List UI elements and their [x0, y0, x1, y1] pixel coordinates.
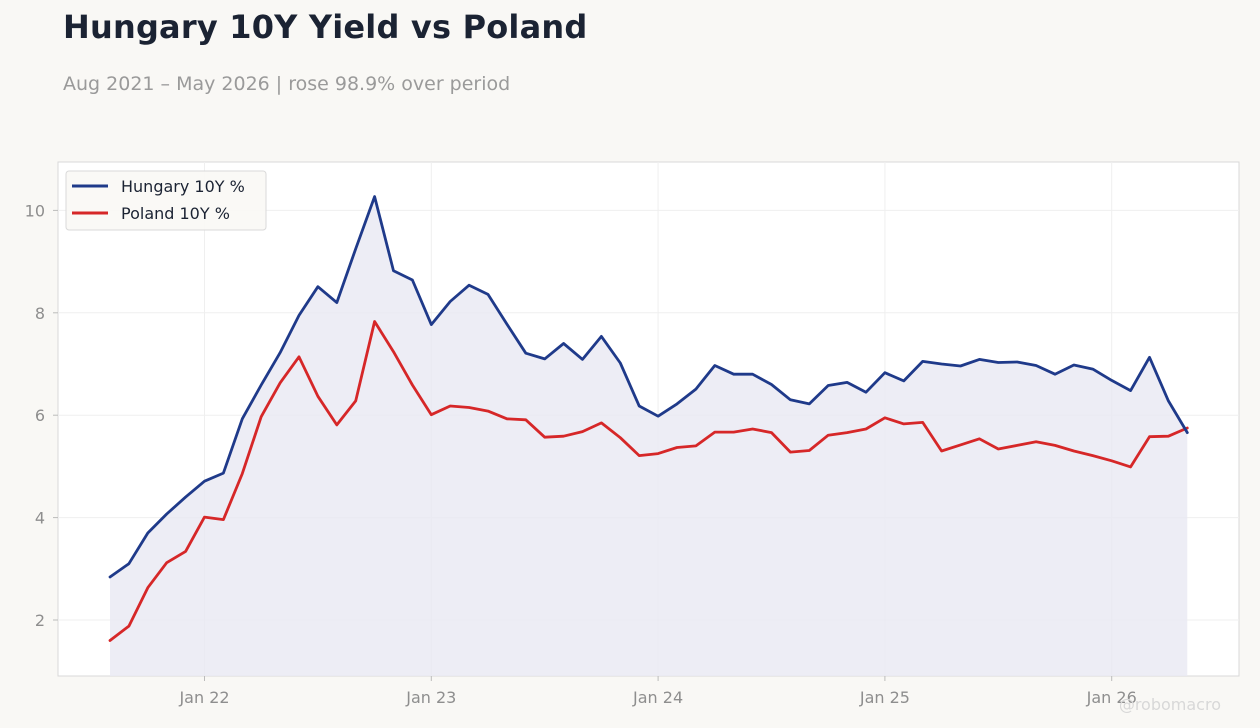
x-axis-ticks: Jan 22 Jan 23 Jan 24 Jan 25 Jan 26: [178, 676, 1137, 707]
y-axis-ticks: 2 4 6 8 10: [25, 201, 58, 630]
series-line-poland-10y: [108, 320, 1189, 642]
x-tick-label: Jan 24: [632, 688, 683, 707]
area-fill-hungary: [110, 196, 1188, 676]
chart-title: Hungary 10Y Yield vs Poland: [63, 8, 588, 46]
chart-subtitle: Aug 2021 – May 2026 | rose 98.9% over pe…: [63, 73, 511, 95]
y-tick-label: 4: [35, 509, 45, 528]
y-tick-label: 10: [25, 201, 45, 220]
y-tick-label: 6: [35, 406, 45, 425]
x-tick-label: Jan 22: [178, 688, 229, 707]
y-tick-label: 2: [35, 611, 45, 630]
area-fill: [110, 196, 1188, 676]
legend-label: Poland 10Y %: [121, 204, 230, 223]
series-line-hungary-10y: [108, 195, 1189, 579]
legend: Hungary 10Y % Poland 10Y %: [65, 170, 267, 231]
series-lines: [108, 195, 1189, 642]
x-tick-label: Jan 26: [1086, 688, 1137, 707]
watermark: @robomacro: [1119, 695, 1221, 714]
x-tick-label: Jan 25: [859, 688, 910, 707]
x-tick-label: Jan 23: [405, 688, 456, 707]
legend-label: Hungary 10Y %: [121, 177, 245, 196]
legend-box: [65, 170, 267, 231]
y-tick-label: 8: [35, 304, 45, 323]
